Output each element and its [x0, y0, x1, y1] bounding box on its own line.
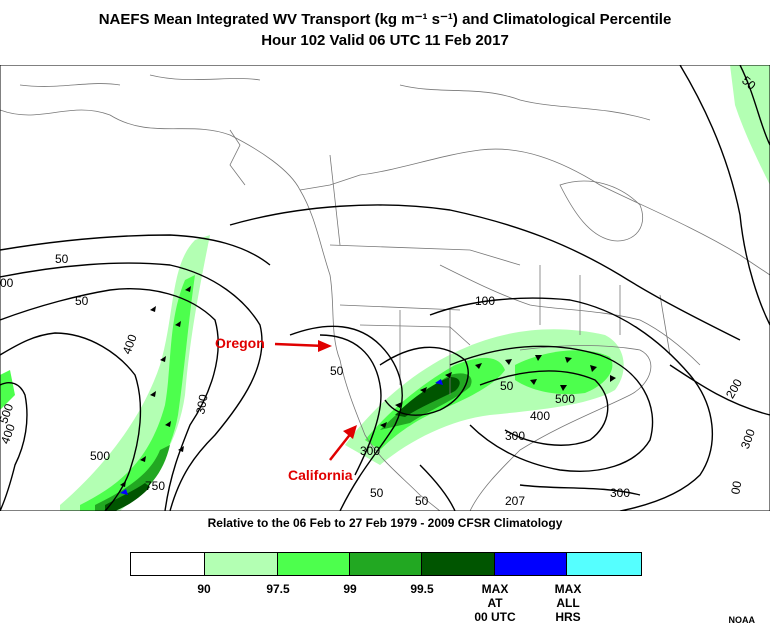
contour-label: 00: [728, 480, 744, 496]
contour-label: 50: [330, 364, 344, 378]
legend-swatch: [131, 553, 205, 575]
legend-label: MAX AT 00 UTC: [474, 582, 516, 624]
legend-swatch: [494, 553, 568, 575]
percentile-legend-bar: [130, 552, 642, 576]
legend-swatch: [204, 553, 279, 575]
contour-label: 50: [500, 379, 514, 393]
legend-swatch: [567, 553, 642, 575]
map-valid-time: Hour 102 Valid 06 UTC 11 Feb 2017: [261, 32, 509, 49]
contour-labels: 50 00 50 400 500 400 300 750 500 50 100 …: [0, 73, 759, 508]
contour-label: 500: [90, 449, 110, 463]
contour-label: 50: [55, 252, 69, 266]
coastlines: [0, 74, 770, 511]
contour-label: 300: [505, 429, 525, 443]
noaa-credit: NOAA: [728, 615, 756, 625]
contour-label: 300: [193, 393, 210, 415]
contour-label: 50: [75, 294, 89, 308]
contour-label: 750: [145, 479, 165, 493]
contour-label: 50: [415, 494, 429, 508]
contour-label: 100: [475, 294, 495, 308]
contour-label: 50: [370, 486, 384, 500]
legend-swatch: [421, 553, 495, 575]
wv-transport-map: 50 00 50 400 500 400 300 750 500 50 100 …: [0, 65, 770, 511]
legend-label: 90: [197, 582, 211, 596]
oregon-label: Oregon: [215, 335, 265, 351]
contour-label: 400: [120, 332, 140, 356]
contour-label: 500: [555, 392, 575, 406]
legend-label: 99: [343, 582, 357, 596]
contour-label: 207: [505, 494, 525, 508]
legend-label: MAX ALL HRS: [554, 582, 582, 624]
oregon-arrowhead: [318, 340, 332, 352]
transport-vectors: [120, 286, 616, 487]
contour-label: 300: [738, 427, 758, 451]
max-markers: [120, 379, 443, 495]
annotations: Oregon California: [215, 335, 357, 483]
legend-swatch: [350, 553, 422, 575]
legend-label: 97.5: [266, 582, 290, 596]
contour-label: 400: [530, 409, 550, 423]
california-arrowhead: [343, 425, 357, 439]
contour-label: 300: [610, 486, 630, 500]
california-arrow: [329, 431, 353, 461]
map-title: NAEFS Mean Integrated WV Transport (kg m…: [98, 11, 672, 28]
contour-label: 300: [360, 444, 380, 458]
contour-label: 00: [0, 276, 14, 290]
legend-label: 99.5: [410, 582, 434, 596]
oregon-arrow: [274, 342, 326, 348]
ivt-contours: [0, 65, 770, 511]
legend-swatch: [278, 553, 351, 575]
california-label: California: [288, 467, 353, 483]
climatology-subtitle: Relative to the 06 Feb to 27 Feb 1979 - …: [207, 516, 563, 530]
